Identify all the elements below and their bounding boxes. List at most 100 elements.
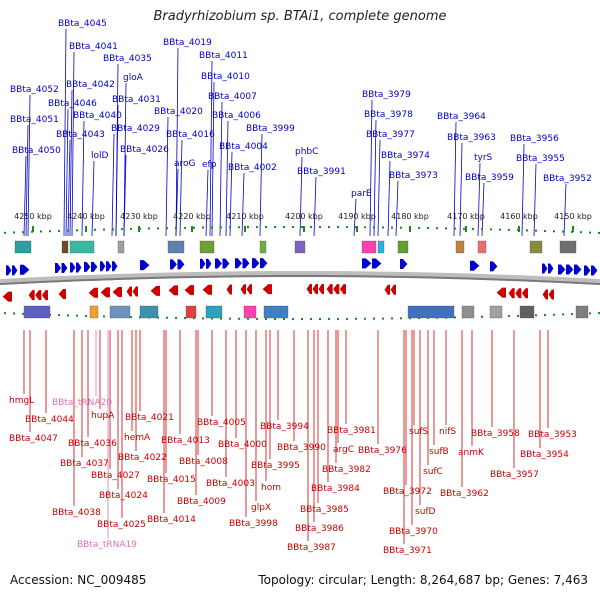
bottom-gene-label: anmK	[458, 448, 485, 458]
scale-row-bottom-dot	[589, 312, 591, 315]
topology-text: Topology: circular; Length: 8,264,687 bp…	[258, 573, 588, 587]
scale-row-bottom-dot	[193, 317, 195, 320]
scale-row-bottom-dot	[220, 317, 222, 320]
top-leader-line	[165, 116, 169, 237]
map-title: Bradyrhizobium sp. BTAi1, complete genom…	[153, 9, 447, 24]
scale-major-tick	[518, 226, 520, 232]
bottom-gene-label: BBta_3958	[471, 429, 520, 439]
scale-label: 4210 kbp	[226, 212, 264, 221]
scale-row-top-dot	[346, 226, 348, 229]
reverse-gene-arrow	[515, 288, 522, 299]
top-gene-label: BBta_3959	[465, 173, 514, 183]
top-gene-label: BBta_4050	[12, 146, 61, 156]
top-leader-line	[299, 156, 303, 237]
scale-row-top-dot	[373, 226, 375, 229]
scale-row-bottom-dot	[13, 312, 15, 315]
scale-row-bottom-dot	[364, 317, 366, 320]
top-leader-line	[65, 108, 69, 237]
scale-major-tick	[572, 226, 574, 232]
feature-block	[69, 240, 95, 254]
bottom-gene-label: BBta_3982	[322, 465, 371, 475]
reverse-gene-arrow	[2, 291, 12, 302]
reverse-gene-arrow	[150, 285, 160, 296]
forward-gene-arrow	[260, 258, 268, 269]
feature-block	[109, 305, 131, 319]
top-leader-line	[225, 120, 229, 237]
forward-gene-arrow	[106, 261, 112, 272]
scale-row-bottom-dot	[598, 312, 600, 315]
feature-block	[167, 240, 185, 254]
scale-row-bottom-dot	[571, 313, 573, 316]
forward-gene-arrow	[400, 258, 408, 269]
reverse-gene-arrow	[112, 286, 122, 297]
bottom-gene-label: BBta_3987	[287, 543, 336, 553]
scale-row-top-dot	[157, 227, 159, 230]
top-gene-label: BBta_4051	[10, 115, 59, 125]
bottom-gene-label: BBta_4013	[161, 436, 210, 446]
reverse-gene-arrow	[168, 285, 178, 296]
forward-gene-arrow	[112, 261, 118, 272]
top-leader-line	[453, 121, 457, 237]
scale-row-bottom-dot	[175, 317, 177, 319]
reverse-gene-arrow	[132, 286, 138, 297]
reverse-gene-arrow	[184, 285, 194, 296]
scale-row-top-dot	[211, 226, 213, 229]
top-gene-label: BBta_4035	[103, 54, 152, 64]
scale-row-bottom-dot	[22, 312, 24, 315]
scale-major-tick	[356, 226, 358, 232]
scale-row-top-dot	[166, 227, 168, 230]
top-leader-line	[313, 176, 317, 237]
scale-row-bottom-dot	[301, 318, 303, 320]
scale-row-top-dot	[337, 226, 339, 229]
scale-row-bottom-dot	[85, 314, 87, 317]
reverse-gene-arrow	[306, 284, 312, 295]
feature-block	[461, 305, 475, 319]
reverse-gene-arrow	[226, 284, 232, 295]
forward-gene-arrow	[558, 264, 566, 275]
scale-row-bottom-dot	[229, 317, 231, 320]
reverse-gene-arrow	[548, 289, 554, 300]
top-leader-line	[387, 160, 391, 237]
bottom-gene-label: hupA	[91, 411, 115, 421]
reverse-gene-arrow	[384, 284, 390, 295]
scale-row-top-dot	[472, 228, 474, 230]
feature-block	[199, 240, 215, 254]
top-leader-line	[373, 119, 377, 237]
top-leader-line	[179, 139, 183, 237]
scale-row-top-dot	[103, 228, 105, 231]
feature-block	[61, 240, 69, 254]
forward-gene-arrow	[470, 260, 480, 271]
genome-backbone	[0, 271, 600, 285]
feature-block	[377, 240, 385, 254]
forward-gene-arrow	[372, 258, 382, 269]
feature-block	[185, 305, 197, 319]
forward-gene-arrow	[542, 263, 548, 274]
top-gene-label: BBta_3999	[246, 124, 295, 134]
feature-block	[139, 305, 159, 319]
scale-row-top-dot	[76, 229, 78, 232]
scale-label: 4190 kbp	[338, 212, 376, 221]
reverse-gene-arrow	[542, 289, 548, 300]
scale-row-top-dot	[391, 226, 393, 229]
reverse-gene-arrow	[262, 284, 272, 295]
reverse-gene-arrow	[126, 286, 132, 297]
top-gene-label: BBta_4020	[154, 107, 203, 117]
reverse-gene-arrow	[58, 289, 66, 300]
scale-major-tick	[32, 226, 34, 232]
scale-row-top-dot	[247, 226, 249, 229]
scale-row-bottom-dot	[238, 317, 240, 320]
scale-row-top-dot	[490, 228, 492, 231]
scale-row-top-dot	[463, 227, 465, 230]
top-gene-label: BBta_3977	[366, 130, 415, 140]
forward-gene-arrow	[140, 260, 150, 271]
scale-row-top-dot	[319, 226, 321, 228]
scale-row-top-dot	[526, 229, 528, 232]
top-gene-label: BBta_4040	[73, 111, 122, 121]
scale-row-top-dot	[193, 226, 195, 229]
scale-row-top-dot	[310, 226, 312, 228]
scale-row-top-dot	[364, 226, 366, 229]
scale-row-top-dot	[499, 228, 501, 231]
top-gene-label: aroG	[174, 159, 196, 169]
scale-row-bottom-dot	[562, 313, 564, 316]
top-gene-label: BBta_3952	[543, 174, 592, 184]
